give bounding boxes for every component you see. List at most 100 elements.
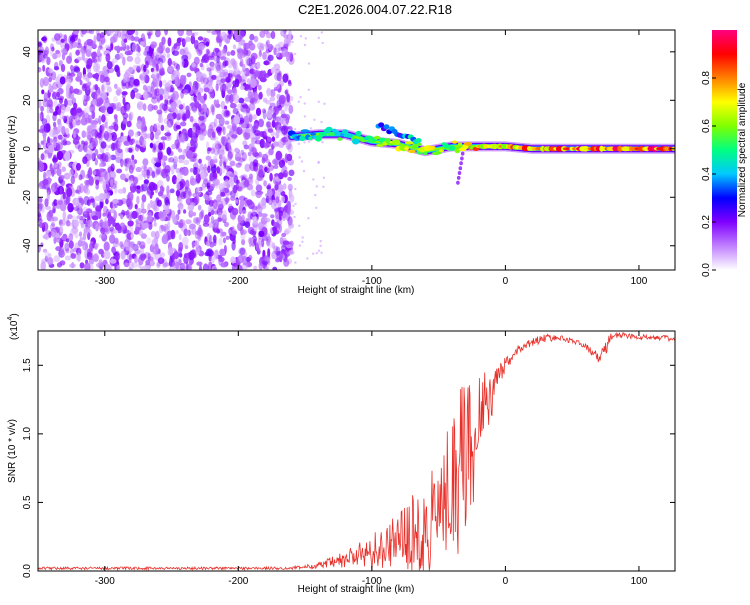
- signal-cell: [460, 151, 465, 156]
- noise-cell: [210, 209, 215, 216]
- noise-cell: [283, 258, 290, 267]
- noise-cell: [214, 136, 219, 143]
- noise-cell: [175, 99, 182, 109]
- noise-cell: [269, 172, 273, 182]
- noise-cell: [151, 170, 156, 179]
- noise-cell: [101, 84, 105, 92]
- noise-cell: [278, 46, 285, 52]
- noise-cell: [269, 96, 275, 102]
- signal-cell: [355, 130, 362, 137]
- noise-cell: [287, 216, 293, 226]
- noise-cell: [284, 153, 289, 164]
- noise-cell: [146, 170, 150, 179]
- noise-cell: [285, 203, 291, 214]
- noise-cell: [59, 223, 64, 230]
- noise-cell: [237, 221, 243, 232]
- noise-cell: [294, 187, 297, 191]
- noise-cell: [271, 119, 276, 128]
- noise-cell: [293, 215, 296, 219]
- noise-cell: [301, 236, 304, 239]
- noise-cell: [109, 234, 116, 244]
- noise-cell: [53, 199, 58, 207]
- noise-cell: [156, 88, 160, 94]
- noise-cell: [127, 129, 134, 137]
- y-tick-label: 20: [22, 94, 33, 106]
- noise-cell: [235, 183, 239, 190]
- signal-cell: [341, 129, 349, 135]
- noise-cell: [171, 60, 176, 66]
- signal-cell: [383, 124, 390, 130]
- noise-cell: [106, 61, 113, 70]
- noise-cell: [153, 88, 157, 97]
- noise-cell: [259, 154, 267, 158]
- noise-cell: [236, 67, 240, 74]
- noise-cell: [164, 30, 169, 36]
- noise-cell: [86, 64, 91, 70]
- x-tick-label: -300: [95, 576, 115, 587]
- noise-cell: [69, 122, 74, 130]
- noise-cell: [225, 235, 230, 240]
- noise-cell: [149, 252, 157, 261]
- noise-cell: [86, 199, 91, 207]
- noise-cell: [161, 36, 166, 45]
- noise-cell: [100, 141, 107, 149]
- noise-cell: [267, 198, 273, 206]
- noise-cell: [280, 195, 285, 203]
- signal-cell: [415, 138, 422, 143]
- noise-cell: [104, 154, 109, 163]
- colorbar-tick-label: 0.8: [701, 71, 712, 85]
- noise-cell: [222, 48, 227, 54]
- noise-cell: [99, 39, 103, 49]
- noise-cell: [109, 258, 117, 264]
- noise-cell: [249, 114, 253, 123]
- noise-cell: [272, 113, 277, 123]
- noise-cell: [176, 113, 181, 121]
- noise-cell: [204, 171, 209, 177]
- noise-cell: [167, 65, 175, 73]
- noise-cell: [238, 247, 246, 256]
- noise-cell: [53, 142, 57, 149]
- signal-cell: [299, 135, 306, 142]
- noise-cell: [185, 37, 191, 42]
- noise-cell: [258, 118, 264, 128]
- noise-cell: [69, 40, 73, 50]
- noise-cell: [110, 36, 116, 44]
- noise-cell: [123, 158, 128, 167]
- noise-cell: [38, 42, 42, 47]
- noise-cell: [289, 95, 294, 102]
- signal-cell: [457, 142, 463, 146]
- noise-cell: [86, 39, 93, 44]
- noise-cell: [61, 166, 66, 172]
- noise-cell: [66, 162, 73, 167]
- noise-cell: [123, 73, 128, 81]
- noise-cell: [158, 88, 165, 96]
- noise-cell: [245, 56, 250, 66]
- noise-cell: [52, 121, 57, 128]
- snr-panel: -300 -200 -100 0 100 0.0 0.5 1.0 1.5 Height of …: [7, 313, 676, 595]
- noise-cell: [100, 105, 106, 114]
- noise-cell: [95, 179, 100, 186]
- noise-cell: [125, 173, 130, 179]
- noise-cell: [214, 210, 218, 215]
- noise-cell: [78, 231, 83, 237]
- noise-cell: [100, 125, 105, 132]
- signal-cell: [431, 146, 436, 149]
- noise-cell: [307, 217, 310, 220]
- noise-cell: [64, 98, 68, 107]
- noise-cell: [285, 212, 291, 222]
- noise-cell: [113, 123, 119, 132]
- noise-cell: [224, 178, 230, 188]
- noise-cell: [184, 46, 189, 56]
- noise-cell: [243, 49, 249, 56]
- x-tick-label: -200: [228, 576, 248, 587]
- noise-cell: [146, 237, 152, 245]
- noise-cell: [261, 108, 267, 114]
- noise-cell: [189, 157, 195, 162]
- noise-cell: [79, 79, 83, 86]
- noise-cell: [198, 42, 205, 51]
- noise-cell: [82, 156, 88, 165]
- noise-cell: [266, 233, 271, 239]
- noise-cell: [207, 248, 213, 257]
- noise-cell: [94, 149, 99, 156]
- noise-cell: [140, 266, 147, 270]
